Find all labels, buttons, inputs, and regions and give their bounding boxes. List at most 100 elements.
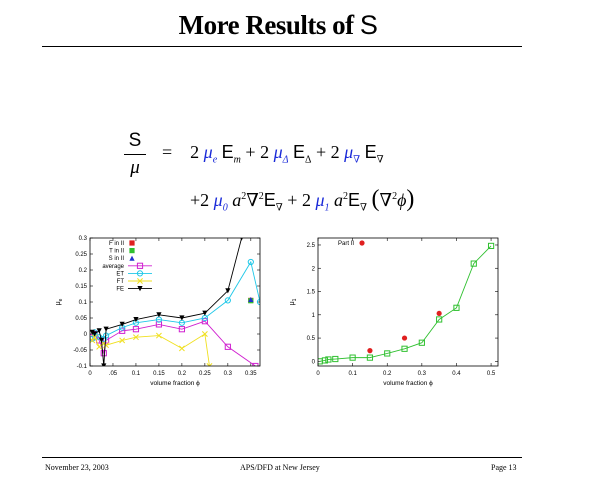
eq-coef: 2: [200, 190, 210, 210]
E-term: E: [221, 142, 234, 162]
mu-delta-sub: Δ: [282, 154, 289, 166]
data-point-fe: [179, 315, 185, 321]
sq: 2: [392, 191, 398, 202]
data-point-ft: [91, 334, 98, 341]
legend-marker-part-ii: [359, 240, 365, 246]
plot-area: [90, 238, 260, 366]
legend-marker-ft: [137, 278, 143, 284]
mu-delta: μ: [273, 142, 283, 162]
data-point-ft: [90, 337, 96, 344]
data-point-series-1: [436, 316, 443, 323]
legend-label-average: average: [102, 264, 124, 270]
series-line-et: [91, 260, 260, 340]
data-point-ft: [103, 342, 110, 349]
E-nabla-sub: ∇: [275, 202, 283, 214]
y-axis-label: μe: [55, 298, 64, 305]
chart-mu-e: 0.05 0.1 0.15 0.2 0.25 0.3 0.35 -0.1 -0.05 0 0.05 0…: [52, 232, 267, 392]
mu-e: μ: [203, 142, 213, 162]
E-m-sub: m: [233, 154, 241, 166]
x-tick-label: .05: [109, 371, 118, 377]
mu-0: μ: [213, 190, 223, 210]
equation-lhs: S μ: [124, 130, 146, 179]
y-tick-label: 0.25: [75, 252, 87, 258]
legend-marker-fe: [137, 286, 143, 292]
plus: +: [190, 190, 201, 210]
data-point-series-1: [349, 354, 356, 361]
fraction-bar: [124, 154, 146, 155]
lhs-denominator: μ: [130, 157, 140, 178]
legend-marker-t-in-ii: [129, 248, 135, 254]
data-point-fe: [133, 317, 139, 323]
x-tick-label: 0: [316, 371, 320, 377]
data-point-average: [224, 343, 231, 350]
right-paren: ): [406, 186, 415, 212]
mu-nabla-sub: ∇: [353, 154, 361, 166]
eq-coef: 2: [330, 142, 340, 162]
plot-area: [318, 242, 495, 365]
y-tick-label: 2: [312, 266, 316, 272]
legend-label-t-in-ii: T in II: [109, 249, 124, 255]
data-point-average: [201, 318, 208, 325]
E-term: E: [292, 142, 305, 162]
plus: +: [287, 190, 298, 210]
data-point-fe: [240, 238, 243, 241]
y-tick-label: 0.5: [307, 336, 316, 342]
x-tick-label: 0.2: [178, 371, 187, 377]
y-tick-label: 2.5: [307, 243, 316, 249]
equation-line-1: = 2 μe Em + 2 μΔ EΔ + 2 μ∇ E∇: [162, 142, 384, 166]
y-axis-label-sub: 1: [292, 298, 298, 301]
footer-rule: [42, 457, 522, 458]
legend-marker-average: [136, 262, 144, 269]
legend-marker-f-in-ii: [129, 240, 135, 246]
y-tick-label: 0.3: [79, 236, 88, 242]
plot-frame: [89, 237, 261, 367]
nabla: ∇: [246, 190, 259, 210]
x-axis-label: volume fraction ϕ: [383, 380, 433, 387]
x-tick-label: 0.2: [383, 371, 392, 377]
E-term: E: [263, 190, 276, 210]
footer-date: November 23, 2003: [45, 463, 109, 472]
eq-coef: 2: [260, 142, 270, 162]
y-tick-label: 1: [312, 313, 316, 319]
data-point-fe: [90, 329, 95, 335]
y-tick-label: -0.05: [73, 348, 87, 354]
E-delta-sub: Δ: [305, 154, 312, 166]
plus: +: [245, 142, 256, 162]
phi: ϕ: [397, 190, 407, 210]
x-tick-label: 0: [88, 371, 92, 377]
footer-event: APS/DFD at New Jersey: [240, 463, 320, 472]
data-point-ft: [96, 343, 103, 350]
series-line-ft: [91, 333, 210, 366]
data-point-ft: [201, 331, 208, 337]
mu-nabla: μ: [344, 142, 354, 162]
title-rule: [42, 46, 522, 47]
data-point-ft: [132, 334, 139, 341]
y-tick-label: 0.15: [75, 284, 87, 290]
E-term: E: [347, 190, 360, 210]
sq: 2: [241, 191, 247, 202]
a-term: a: [232, 190, 242, 210]
legend-label-part-ii: Part II: [338, 241, 354, 247]
mu-e-sub: e: [212, 154, 218, 166]
data-point-series-1: [453, 304, 460, 311]
x-axis-label: volume fraction ϕ: [150, 380, 200, 387]
sq: 2: [258, 191, 264, 202]
x-tick-label: 0.15: [153, 371, 165, 377]
data-point-ft: [206, 363, 213, 366]
mu-1: μ: [315, 190, 325, 210]
data-point-series-1: [418, 339, 425, 346]
y-axis-label-sub: e: [58, 298, 64, 301]
equation-line-2: +2 μ0 a2∇2E∇ + 2 μ1 a2E∇ (∇2ϕ): [190, 186, 414, 214]
E-term: E: [364, 142, 377, 162]
data-point-average: [100, 350, 107, 357]
data-point-series-1: [470, 260, 477, 267]
data-point-fe: [91, 331, 98, 337]
data-point-average: [119, 327, 126, 334]
data-point-average: [132, 326, 140, 333]
data-point-fe: [202, 310, 208, 316]
left-paren: (: [371, 186, 380, 212]
x-tick-label: 0.3: [418, 371, 427, 377]
data-point-series-1: [384, 350, 391, 357]
data-point-fe: [119, 321, 125, 327]
data-point-fe: [101, 363, 107, 366]
